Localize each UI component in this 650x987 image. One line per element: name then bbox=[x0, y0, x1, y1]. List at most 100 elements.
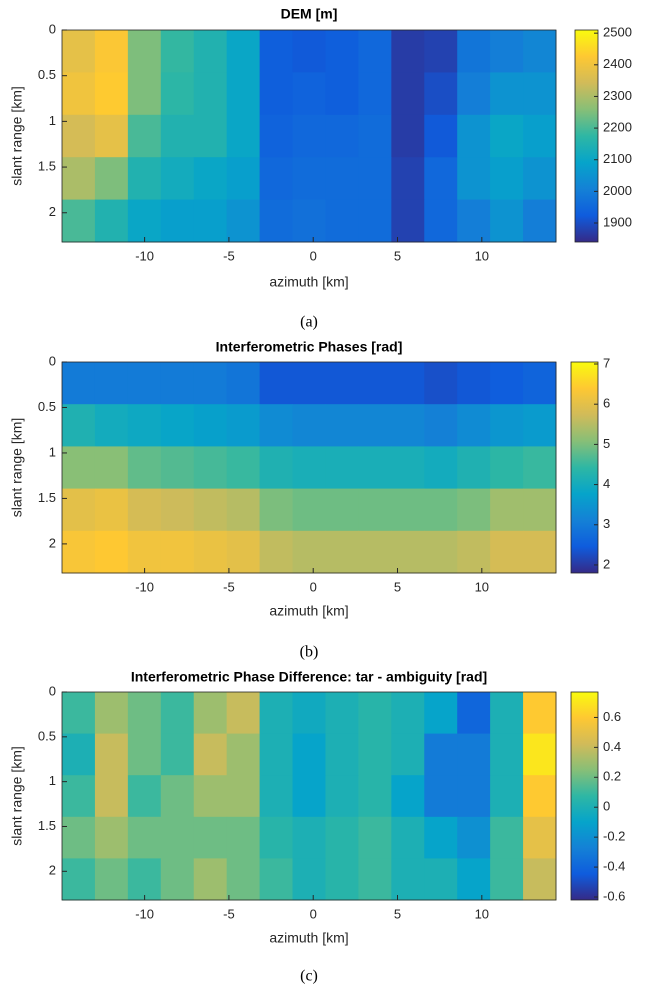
heatmap-cell bbox=[62, 404, 96, 447]
heatmap-cell bbox=[523, 157, 557, 201]
x-tick-label: 0 bbox=[310, 579, 317, 594]
heatmap-cell bbox=[523, 775, 557, 818]
y-tick-label: 1 bbox=[49, 444, 56, 459]
colorbar-tick-label: 1900 bbox=[603, 214, 632, 229]
heatmap-cell bbox=[292, 530, 326, 574]
heatmap-cell bbox=[523, 30, 557, 73]
heatmap-cell bbox=[523, 199, 557, 243]
heatmap-cell bbox=[127, 488, 162, 532]
heatmap-cell bbox=[226, 72, 261, 116]
heatmap-cell bbox=[424, 816, 458, 859]
heatmap-cell bbox=[391, 72, 425, 116]
heatmap-cell bbox=[292, 362, 326, 405]
heatmap-cell bbox=[457, 72, 491, 116]
heatmap-cell bbox=[127, 114, 162, 158]
heatmap-cell bbox=[292, 692, 326, 735]
colorbar-tick-label: 6 bbox=[603, 396, 610, 411]
heatmap-cell bbox=[193, 404, 228, 447]
y-tick-label: 1.5 bbox=[38, 490, 56, 505]
heatmap-cell bbox=[292, 733, 326, 776]
heatmap-cell bbox=[391, 404, 425, 447]
heatmap-cell bbox=[94, 816, 129, 859]
heatmap-cell bbox=[127, 775, 162, 818]
heatmap-cell bbox=[325, 72, 359, 116]
heatmap-cell bbox=[457, 858, 491, 901]
caption: (b) bbox=[300, 644, 319, 661]
x-axis-label: azimuth [km] bbox=[269, 603, 348, 619]
heatmap-cell bbox=[325, 199, 359, 243]
heatmap-cell bbox=[490, 488, 524, 532]
x-tick-label: 10 bbox=[475, 248, 489, 263]
heatmap-cell bbox=[358, 362, 392, 405]
caption: (a) bbox=[300, 314, 318, 331]
heatmap-cell bbox=[259, 733, 294, 776]
heatmap-cell bbox=[490, 530, 524, 574]
heatmap-cell bbox=[457, 692, 491, 735]
heatmap-cell bbox=[490, 816, 524, 859]
heatmap-cell bbox=[424, 733, 458, 776]
heatmap-cell bbox=[358, 404, 392, 447]
x-axis-label: azimuth [km] bbox=[269, 274, 348, 290]
heatmap-cell bbox=[490, 775, 524, 818]
y-tick-label: 1 bbox=[49, 113, 56, 128]
heatmap-cell bbox=[259, 362, 294, 405]
caption: (c) bbox=[300, 968, 318, 985]
colorbar-tick-label: 2 bbox=[603, 556, 610, 571]
heatmap-cell bbox=[62, 733, 96, 776]
heatmap-cell bbox=[94, 114, 129, 158]
heatmap-cell bbox=[490, 404, 524, 447]
colorbar-tick-label: 0.4 bbox=[603, 739, 621, 754]
heatmap-cell bbox=[226, 199, 261, 243]
colorbar-tick-label: 7 bbox=[603, 355, 610, 370]
heatmap-cell bbox=[457, 199, 491, 243]
heatmap-cell bbox=[160, 488, 195, 532]
heatmap-cell bbox=[523, 404, 557, 447]
colorbar-tick-label: 2100 bbox=[603, 151, 632, 166]
heatmap-cell bbox=[523, 858, 557, 901]
x-tick-label: -10 bbox=[135, 248, 154, 263]
heatmap-cell bbox=[457, 362, 491, 405]
colorbar-tick-label: 0 bbox=[603, 799, 610, 814]
heatmap-cell bbox=[490, 733, 524, 776]
heatmap-cell bbox=[523, 488, 557, 532]
heatmap-cell bbox=[325, 488, 359, 532]
heatmap-cell bbox=[62, 157, 96, 201]
heatmap-cell bbox=[127, 199, 162, 243]
heatmap-cell bbox=[358, 157, 392, 201]
heatmap-cell bbox=[523, 362, 557, 405]
heatmap-cell bbox=[259, 816, 294, 859]
heatmap-cell bbox=[424, 775, 458, 818]
heatmap-cell bbox=[259, 858, 294, 901]
heatmap-cell bbox=[292, 816, 326, 859]
y-tick-label: 1.5 bbox=[38, 159, 56, 174]
heatmap-cell bbox=[259, 446, 294, 490]
heatmap-cell bbox=[193, 530, 228, 574]
heatmap-cell bbox=[391, 488, 425, 532]
heatmap-cell bbox=[523, 816, 557, 859]
colorbar-tick-label: 2500 bbox=[603, 25, 632, 40]
heatmap-cell bbox=[457, 114, 491, 158]
heatmap-cell bbox=[160, 114, 195, 158]
x-tick-label: 10 bbox=[475, 906, 489, 921]
heatmap-cell bbox=[325, 775, 359, 818]
y-tick-label: 0.5 bbox=[38, 67, 56, 82]
heatmap-cell bbox=[193, 72, 228, 116]
heatmap-cell bbox=[193, 157, 228, 201]
heatmap-cell bbox=[94, 858, 129, 901]
heatmap-cell bbox=[226, 858, 261, 901]
heatmap-cell bbox=[62, 114, 96, 158]
y-tick-label: 0 bbox=[49, 21, 56, 36]
heatmap-cell bbox=[226, 488, 261, 532]
heatmap-cell bbox=[523, 446, 557, 490]
heatmap-cell bbox=[292, 199, 326, 243]
heatmap-cell bbox=[94, 30, 129, 73]
heatmap-cell bbox=[193, 446, 228, 490]
heatmap-cell bbox=[226, 114, 261, 158]
x-tick-label: 5 bbox=[394, 579, 401, 594]
heatmap-cell bbox=[259, 30, 294, 73]
colorbar-tick-label: 0.2 bbox=[603, 769, 621, 784]
heatmap-cell bbox=[391, 199, 425, 243]
heatmap-cell bbox=[292, 446, 326, 490]
heatmap-cell bbox=[424, 404, 458, 447]
heatmap-cell bbox=[193, 775, 228, 818]
